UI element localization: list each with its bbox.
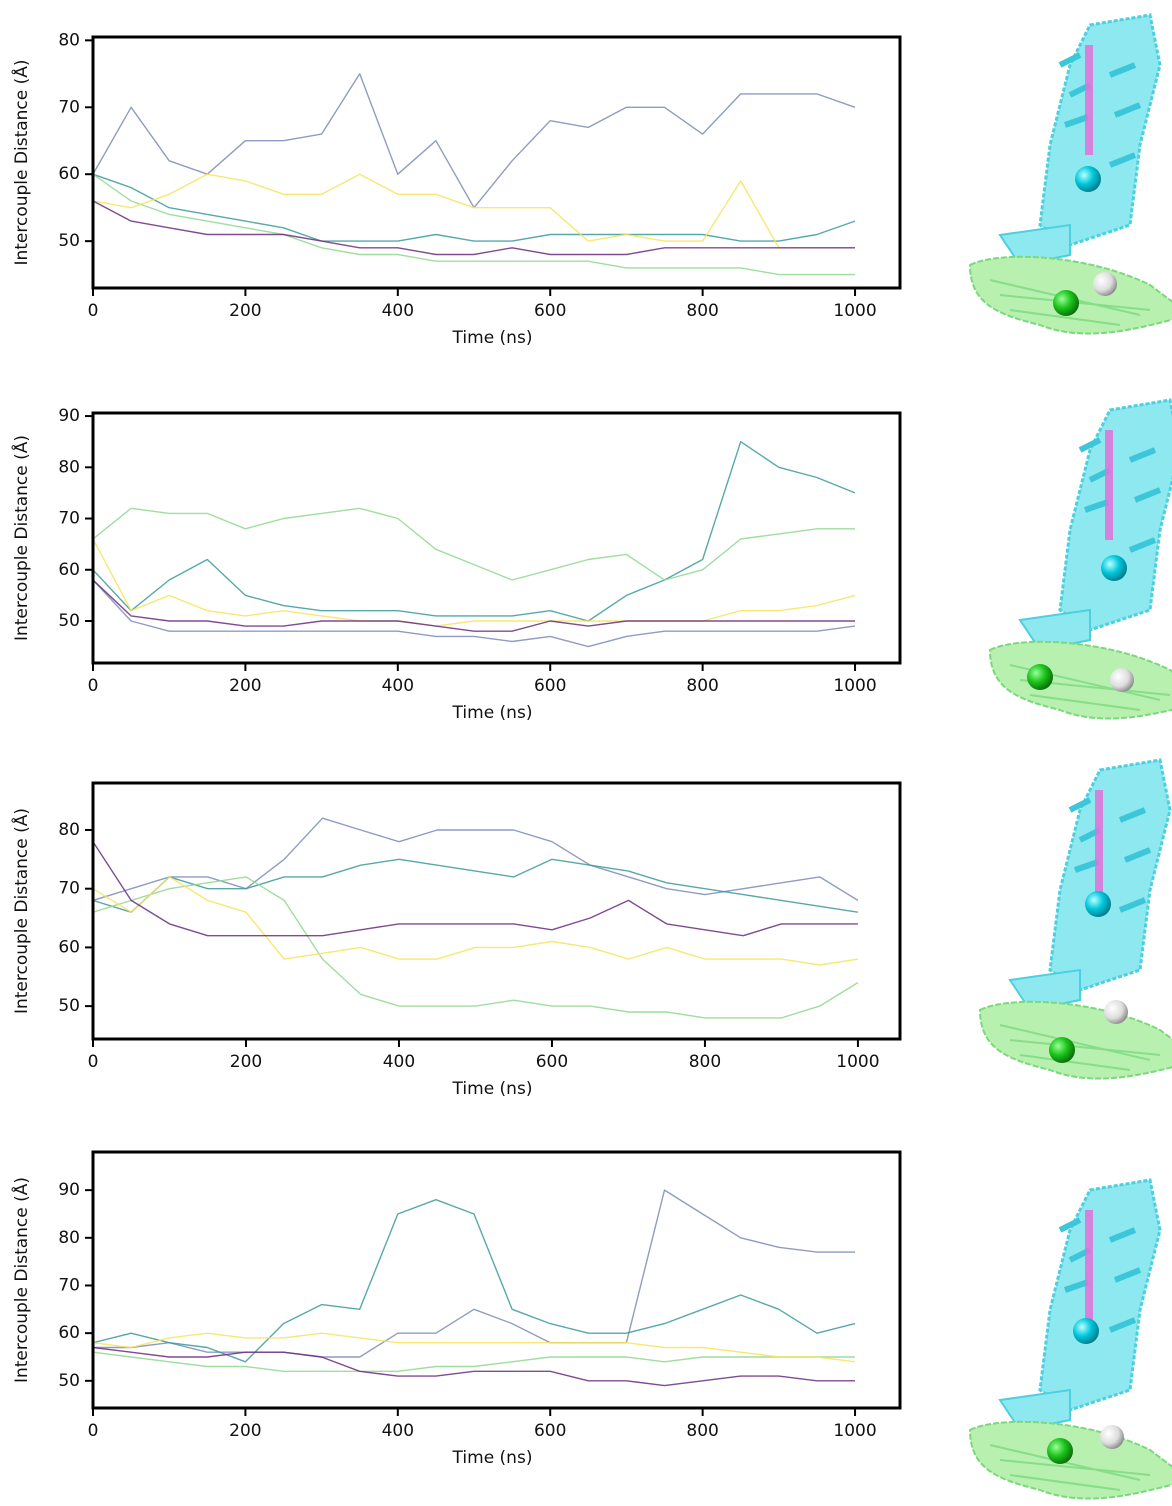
series-line [93,858,859,913]
x-tick-label: 0 [88,301,99,321]
x-tick-label: 600 [534,301,566,321]
y-axis-label: Intercouple Distance (Å) [10,808,32,1014]
plot-frame [91,35,902,290]
x-tick-label: 800 [686,676,718,696]
y-tick-label: 60 [58,1323,80,1343]
series-line [93,441,856,622]
y-tick-label: 50 [58,611,80,631]
y-tick-label: 60 [58,937,80,957]
series-line [93,579,855,632]
x-tick-label: 600 [534,1421,566,1441]
y-tick-label: 70 [58,879,80,899]
structure-panel-3 [980,760,1172,1079]
x-tick-label: 0 [88,676,99,696]
series-line [93,876,859,966]
y-tick-label: 80 [58,1228,80,1248]
x-tick-label: 600 [536,1052,568,1072]
y-tick-label: 90 [58,1180,80,1200]
x-tick-label: 400 [382,301,414,321]
x-tick-label: 1000 [833,676,876,696]
x-tick-label: 200 [230,1052,262,1072]
x-tick-label: 400 [382,676,414,696]
y-tick-label: 50 [58,231,80,251]
structure-panel-2 [990,400,1172,719]
plot-frame [91,411,902,665]
x-tick-label: 800 [689,1052,721,1072]
series-line [93,876,859,1019]
series-line [93,1351,855,1372]
x-tick-label: 0 [88,1421,99,1441]
x-axis-label: Time (ns) [452,1079,533,1099]
series-line [93,841,858,937]
y-tick-label: 70 [58,509,80,529]
x-tick-label: 1000 [833,1421,876,1441]
series-line [93,1346,855,1387]
y-tick-label: 50 [58,1371,80,1391]
series-line [93,173,855,249]
x-tick-label: 1000 [836,1052,879,1072]
y-tick-label: 50 [58,996,80,1016]
x-axis-label: Time (ns) [452,703,533,723]
x-tick-label: 0 [88,1052,99,1072]
y-tick-label: 70 [58,1275,80,1295]
y-tick-label: 90 [58,406,80,426]
series-line [93,200,855,256]
y-axis-label: Intercouple Distance (Å) [10,1177,32,1383]
y-tick-label: 80 [58,30,80,50]
y-tick-label: 60 [58,164,80,184]
series-line [93,73,856,209]
x-tick-label: 600 [534,676,566,696]
x-tick-label: 800 [686,1421,718,1441]
y-tick-label: 60 [58,560,80,580]
x-tick-label: 200 [229,1421,261,1441]
x-tick-label: 200 [229,301,261,321]
series-line [93,579,856,648]
structure-panel-4 [970,1180,1172,1499]
x-tick-label: 400 [383,1052,415,1072]
x-tick-label: 200 [229,676,261,696]
y-tick-label: 80 [58,457,80,477]
y-axis-label: Intercouple Distance (Å) [10,59,32,265]
x-axis-label: Time (ns) [452,1448,533,1468]
y-axis-label: Intercouple Distance (Å) [10,435,32,641]
plot-frame [91,1150,902,1410]
x-tick-label: 400 [382,1421,414,1441]
x-axis-label: Time (ns) [452,328,533,348]
plot-frame [91,781,902,1041]
series-line [93,538,856,627]
series-line [93,173,856,242]
x-tick-label: 1000 [833,301,876,321]
y-tick-label: 70 [58,97,80,117]
series-line [93,1199,856,1363]
y-tick-label: 80 [58,820,80,840]
x-tick-label: 800 [686,301,718,321]
series-line [93,173,855,276]
series-line [93,1332,856,1363]
series-line [93,507,855,581]
structure-panel-1 [970,15,1172,334]
